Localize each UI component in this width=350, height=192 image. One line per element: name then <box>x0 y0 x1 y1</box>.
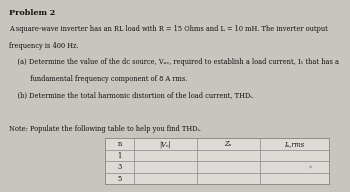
Text: frequency is 400 Hz.: frequency is 400 Hz. <box>9 42 78 50</box>
Text: (b) Determine the total harmonic distortion of the load current, THDᵢ.: (b) Determine the total harmonic distort… <box>9 92 253 100</box>
Bar <box>105 138 329 184</box>
Text: |Vₙ|: |Vₙ| <box>160 140 172 148</box>
Text: Problem 2: Problem 2 <box>9 9 55 17</box>
Text: A square-wave inverter has an RL load with R = 15 Ohms and L = 10 mH. The invert: A square-wave inverter has an RL load wi… <box>9 25 328 33</box>
Text: Zₙ: Zₙ <box>225 140 232 148</box>
Text: 3: 3 <box>118 163 122 171</box>
Text: fundamental frequency component of 8 A rms.: fundamental frequency component of 8 A r… <box>9 75 187 83</box>
Text: 1: 1 <box>118 151 122 160</box>
Text: 5: 5 <box>118 175 122 183</box>
Text: (a) Determine the value of the dc source, Vₙₑ, required to establish a load curr: (a) Determine the value of the dc source… <box>9 58 339 66</box>
Text: Note: Populate the following table to help you find THDᵢ.: Note: Populate the following table to he… <box>9 125 201 133</box>
Text: Iₙ,rms: Iₙ,rms <box>284 140 304 148</box>
Text: ✶: ✶ <box>307 165 312 170</box>
Text: n: n <box>118 140 122 148</box>
